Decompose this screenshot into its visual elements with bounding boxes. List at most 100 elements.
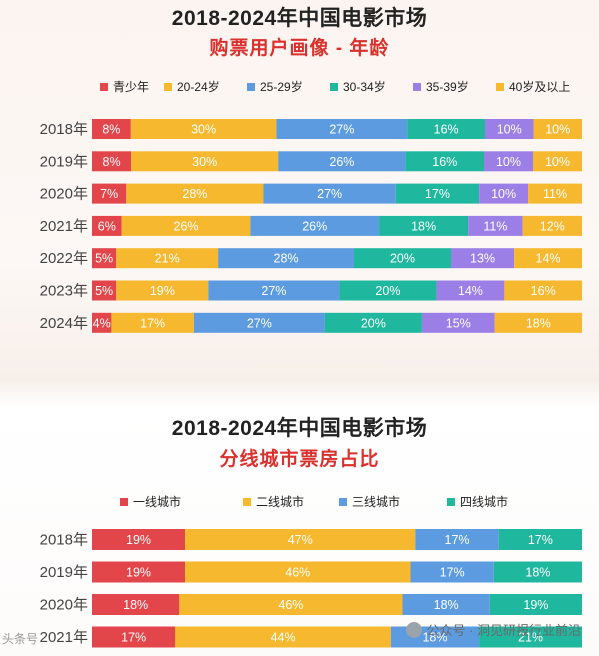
bar-segment	[218, 248, 354, 269]
bar-segment	[407, 119, 485, 139]
watermark: 公众号 · 洞见研报行业前沿	[406, 620, 581, 639]
legend-label: 35-39岁	[426, 79, 469, 94]
bar-segment	[116, 280, 209, 301]
bar-segment	[92, 151, 132, 172]
category-label: 2021年	[40, 218, 88, 235]
city-tier-chart-panel: 2018-2024年中国电影市场 分线城市票房占比 一线城市 二线城市 三线城市 四线…	[0, 384, 599, 656]
data-label: 18%	[434, 598, 459, 612]
data-label: 10%	[545, 155, 570, 169]
bar-segment	[278, 151, 406, 172]
data-label: 21%	[518, 631, 543, 645]
bar-segment	[185, 561, 411, 583]
data-label: 28%	[274, 252, 299, 266]
data-label: 14%	[458, 284, 483, 298]
category-label: 2018年	[40, 121, 88, 138]
bar-segment	[533, 119, 582, 139]
legend-swatch	[339, 498, 347, 506]
data-label: 17%	[528, 533, 553, 547]
bar-segment	[379, 215, 469, 236]
watermark-left: 头条号	[2, 632, 39, 646]
age-stacked-bar-chart: 青少年 20-24岁 25-29岁 30-34岁 35-39岁 40岁及以上 2018年 8%…	[40, 79, 582, 333]
bar-segment	[116, 248, 219, 269]
age-chart-panel: 2018-2024年中国电影市场 购票用户画像 - 年龄 青少年 20-24岁 25…	[40, 7, 582, 333]
data-label: 4%	[93, 316, 111, 330]
bar-segment	[92, 280, 117, 301]
legend-label: 20-24岁	[177, 79, 220, 94]
bar-segment	[92, 312, 112, 333]
data-label: 27%	[247, 316, 272, 330]
data-label: 27%	[329, 123, 354, 137]
data-label: 11%	[543, 187, 567, 201]
legend-label: 30-34岁	[343, 79, 386, 94]
data-label: 30%	[191, 123, 216, 137]
data-label: 12%	[540, 219, 565, 233]
data-label: 28%	[182, 187, 207, 201]
bar-segment	[131, 151, 279, 172]
data-label: 18%	[411, 219, 436, 233]
category-label: 2020年	[40, 186, 88, 203]
bar-segment	[479, 626, 582, 648]
data-label: 7%	[100, 187, 118, 201]
data-label: 19%	[126, 566, 151, 580]
category-label: 2019年	[40, 564, 88, 581]
category-label: 2018年	[40, 532, 88, 549]
bar-segment	[324, 312, 422, 333]
bar-segment	[528, 183, 582, 204]
data-label: 27%	[317, 187, 342, 201]
legend-label: 三线城市	[352, 494, 400, 509]
bar-segment	[175, 626, 391, 648]
bar-segment	[92, 119, 131, 139]
bar-segment	[185, 529, 416, 550]
legend-label: 青少年	[113, 80, 149, 94]
bar-segment	[479, 183, 529, 204]
legend-label: 25-29岁	[260, 79, 303, 94]
legend-swatch	[247, 83, 255, 91]
bar-segment	[533, 151, 582, 172]
legend-label: 一线城市	[133, 494, 181, 509]
data-label: 20%	[375, 284, 400, 298]
legend-label: 二线城市	[256, 494, 304, 509]
bar-segment	[353, 248, 452, 269]
data-label: 19%	[523, 598, 548, 612]
legend-swatch	[100, 83, 108, 91]
data-label: 18%	[525, 566, 550, 580]
bar-segment	[489, 594, 582, 615]
legend-swatch	[120, 498, 128, 506]
data-label: 14%	[536, 252, 561, 266]
data-label: 46%	[278, 598, 303, 612]
data-label: 15%	[446, 316, 471, 330]
data-label: 17%	[440, 566, 465, 580]
category-label: 2023年	[40, 283, 88, 300]
bar-segment	[92, 215, 122, 236]
bar-segment	[92, 248, 117, 269]
category-label: 2019年	[40, 153, 88, 170]
data-label: 16%	[434, 123, 459, 137]
data-label: 18%	[526, 316, 551, 330]
legend: 青少年 20-24岁 25-29岁 30-34岁 35-39岁 40岁及以上	[100, 79, 570, 94]
category-label: 2020年	[40, 597, 88, 614]
data-label: 26%	[302, 219, 327, 233]
data-label: 27%	[261, 284, 286, 298]
bar-segment	[493, 561, 582, 583]
bar-segment	[276, 119, 408, 139]
data-label: 30%	[192, 155, 217, 169]
legend-swatch	[330, 83, 338, 91]
data-label: 16%	[531, 284, 556, 298]
chart-title: 2018-2024年中国电影市场	[171, 417, 428, 440]
data-label: 10%	[496, 155, 521, 169]
bar-segment	[410, 561, 494, 583]
category-label: 2024年	[40, 315, 88, 332]
legend-swatch	[243, 498, 251, 506]
data-label: 26%	[174, 219, 199, 233]
data-label: 10%	[497, 123, 522, 137]
bar-segment	[263, 183, 396, 204]
data-label: 10%	[545, 123, 570, 137]
data-label: 44%	[271, 631, 296, 645]
legend-label: 40岁及以上	[509, 79, 570, 94]
legend-label: 四线城市	[460, 494, 508, 509]
bar-segment	[126, 183, 264, 204]
bar-segment	[468, 215, 523, 236]
data-label: 5%	[95, 252, 113, 266]
data-label: 5%	[95, 284, 113, 298]
category-label: 2022年	[40, 250, 88, 267]
